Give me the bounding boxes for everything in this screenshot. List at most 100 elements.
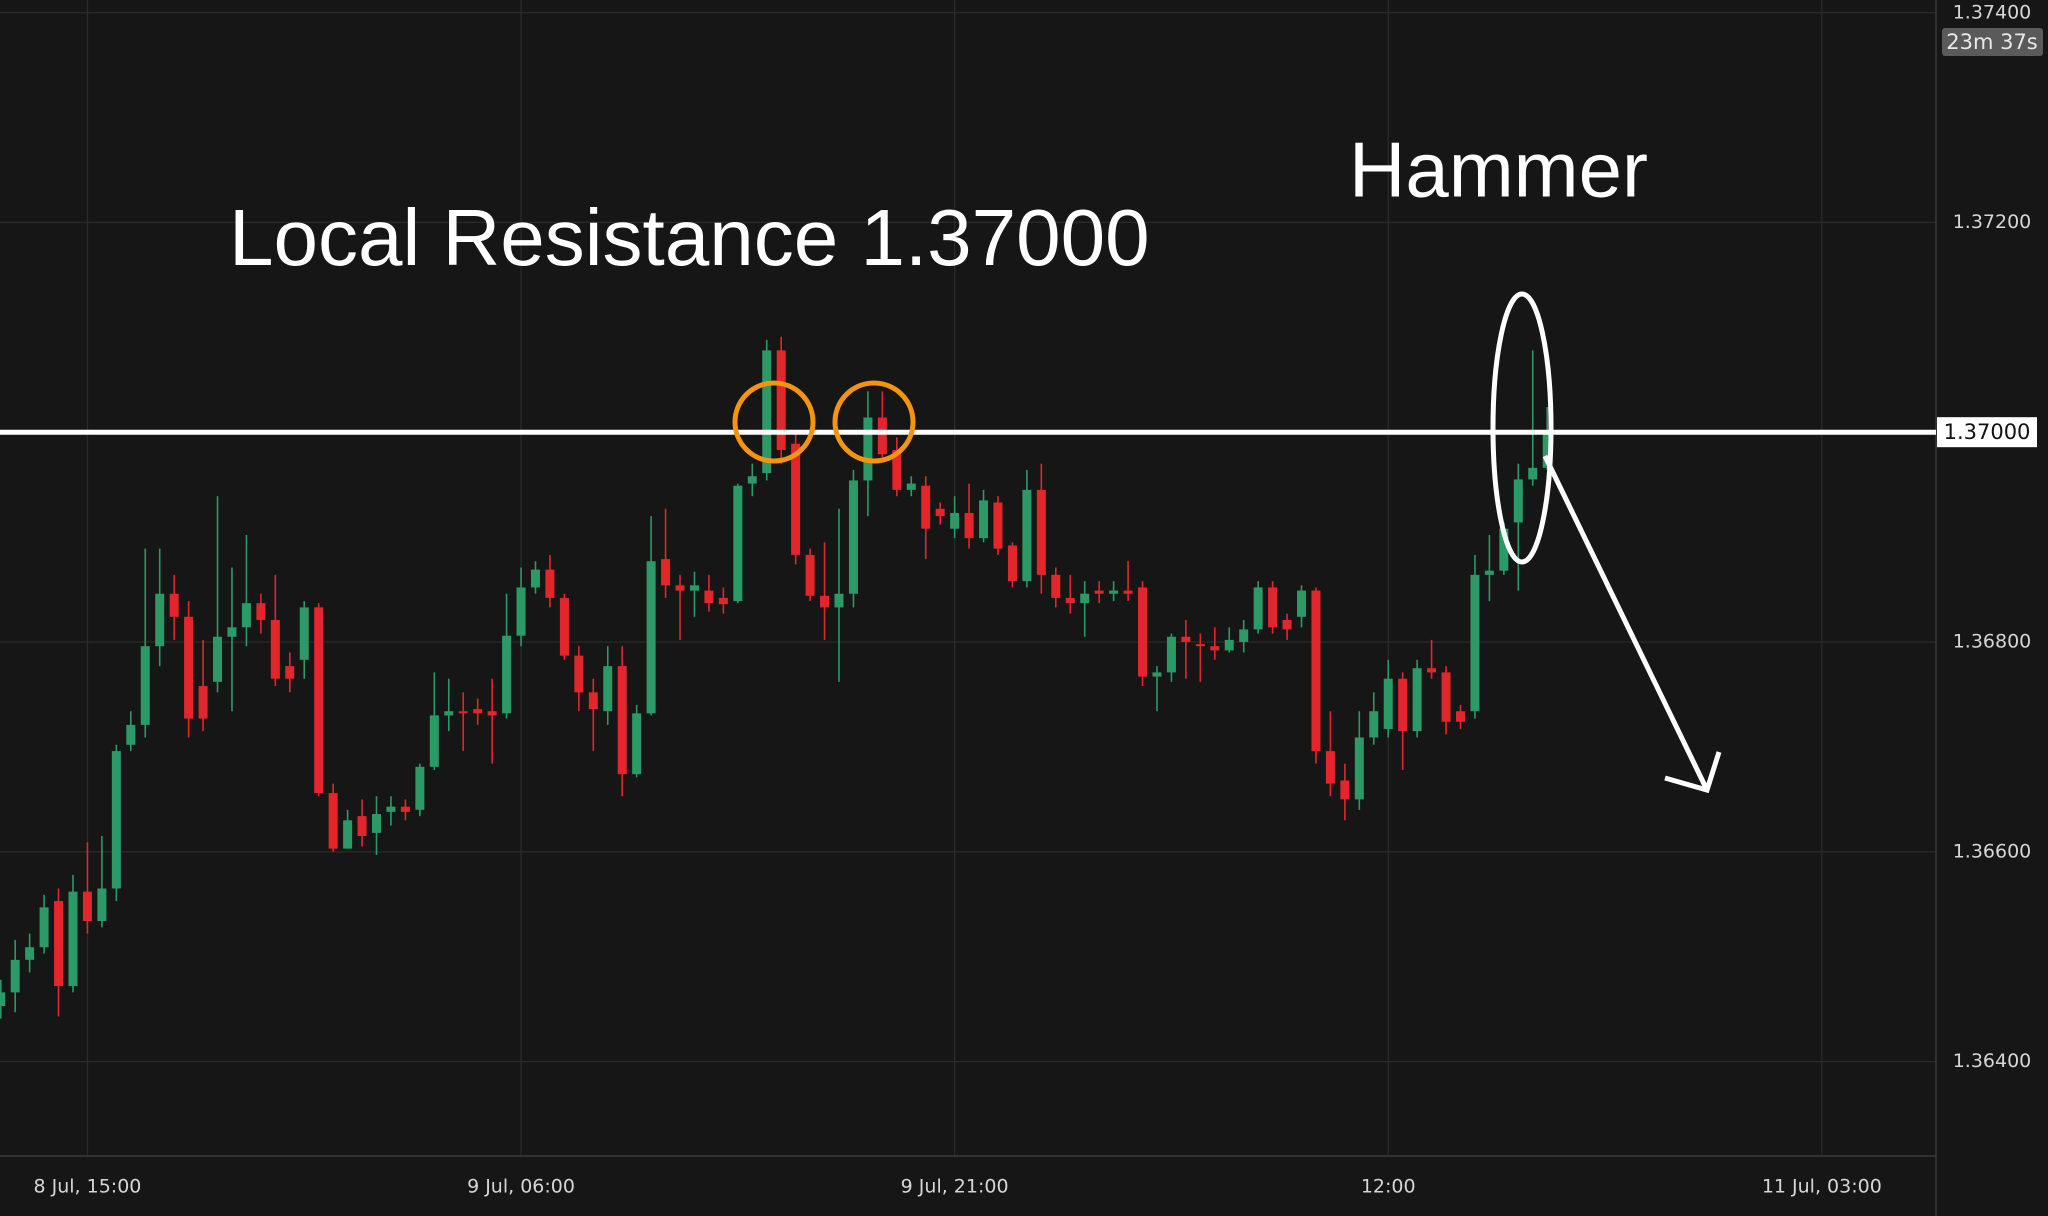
candle-body xyxy=(776,350,786,451)
candle-body xyxy=(1340,780,1350,800)
candle-body xyxy=(661,559,671,586)
candle-body xyxy=(400,806,410,812)
candle-body xyxy=(848,480,858,594)
y-tick-label: 1.37200 xyxy=(1953,211,2032,233)
candle-body xyxy=(632,713,642,775)
candle-body xyxy=(227,627,237,637)
candle-body xyxy=(1484,570,1494,575)
candle-body xyxy=(54,901,64,987)
candle-body xyxy=(25,947,35,960)
candle-body xyxy=(559,597,569,656)
candle-body xyxy=(1195,644,1205,647)
candle-body xyxy=(111,751,121,889)
candles xyxy=(0,336,1552,1019)
candle-body xyxy=(1412,668,1422,732)
candle-body xyxy=(1239,629,1249,642)
candle-body xyxy=(1138,587,1148,677)
candle-body xyxy=(97,888,107,922)
x-tick-label: 11 Jul, 03:00 xyxy=(1762,1176,1882,1198)
candle-body xyxy=(1513,479,1523,523)
annotation: Local Resistance 1.37000 xyxy=(229,193,1150,282)
candle-body xyxy=(1268,587,1278,628)
y-tick-label: 1.37400 xyxy=(1953,2,2032,24)
candle-body xyxy=(906,483,916,490)
candle-body xyxy=(1542,433,1552,468)
candle-body xyxy=(1325,751,1335,784)
candle-body xyxy=(1166,636,1176,673)
candle-body xyxy=(1427,668,1437,673)
candle-body xyxy=(140,646,150,725)
candle-body xyxy=(1123,590,1133,594)
highlight-ellipse xyxy=(1490,291,1554,565)
candle-body xyxy=(1369,711,1379,738)
candle-body xyxy=(1499,528,1509,571)
x-tick-label: 12:00 xyxy=(1361,1176,1416,1198)
candle-body xyxy=(603,666,613,712)
candle-body xyxy=(545,569,555,598)
candle-body xyxy=(863,417,873,481)
candle-body xyxy=(935,508,945,517)
level-line-group: 1.37000 xyxy=(0,417,2037,448)
candle-body xyxy=(343,820,353,849)
candle-body xyxy=(964,512,974,539)
candle-body xyxy=(1007,545,1017,582)
candle-body xyxy=(588,692,598,710)
arrow-head xyxy=(1664,751,1722,794)
candle-body xyxy=(285,666,295,679)
candle-body xyxy=(689,585,699,591)
candle-body xyxy=(1398,678,1408,732)
x-tick-label: 8 Jul, 15:00 xyxy=(33,1176,141,1198)
candle-body xyxy=(1455,711,1465,722)
candle-body xyxy=(213,636,223,682)
candle-body xyxy=(1441,672,1451,722)
candle-body xyxy=(1080,593,1090,604)
candle-body xyxy=(892,450,902,490)
y-tick-label: 1.36800 xyxy=(1953,630,2032,652)
arrow-shaft xyxy=(1542,454,1710,792)
candle-body xyxy=(805,554,815,596)
countdown: 23m 37s xyxy=(1946,30,2038,54)
candle-body xyxy=(184,616,194,719)
candle-body xyxy=(762,350,772,474)
candle-body xyxy=(1354,737,1364,800)
candle-body xyxy=(502,635,512,714)
x-tick-label: 9 Jul, 21:00 xyxy=(901,1176,1009,1198)
candle-body xyxy=(574,655,584,693)
candle-body xyxy=(791,443,801,555)
candle-body xyxy=(704,590,714,604)
annotation: Hammer xyxy=(1349,126,1648,214)
candle-body xyxy=(357,816,367,837)
candle-body xyxy=(299,607,309,660)
candle-body xyxy=(198,686,208,719)
candle-body xyxy=(39,907,49,948)
candle-body xyxy=(733,485,743,602)
candle-body xyxy=(1022,489,1032,582)
level-label-box xyxy=(1937,417,2037,448)
candle-body xyxy=(950,512,960,529)
candle-body xyxy=(1282,619,1292,630)
candle-body xyxy=(675,585,685,591)
x-tick-label: 9 Jul, 06:00 xyxy=(467,1176,575,1198)
candle-body xyxy=(415,766,425,810)
candle-body xyxy=(877,417,887,455)
candle-body xyxy=(487,711,497,716)
candle-body xyxy=(1224,639,1234,651)
candle-body xyxy=(473,709,483,714)
candle-body xyxy=(1210,646,1220,651)
candle-body xyxy=(126,724,136,745)
candle-body xyxy=(820,595,830,608)
candle-body xyxy=(68,891,78,987)
candle-body xyxy=(1253,587,1263,630)
candle-body xyxy=(1109,590,1119,594)
candle-body xyxy=(993,502,1003,549)
candle-body xyxy=(530,569,540,588)
candle-body xyxy=(314,607,324,794)
candle-body xyxy=(1094,590,1104,594)
candle-body xyxy=(979,500,989,539)
candle-body xyxy=(617,666,627,775)
candle-body xyxy=(241,603,251,628)
candle-body xyxy=(256,603,266,620)
candle-body xyxy=(429,715,439,767)
